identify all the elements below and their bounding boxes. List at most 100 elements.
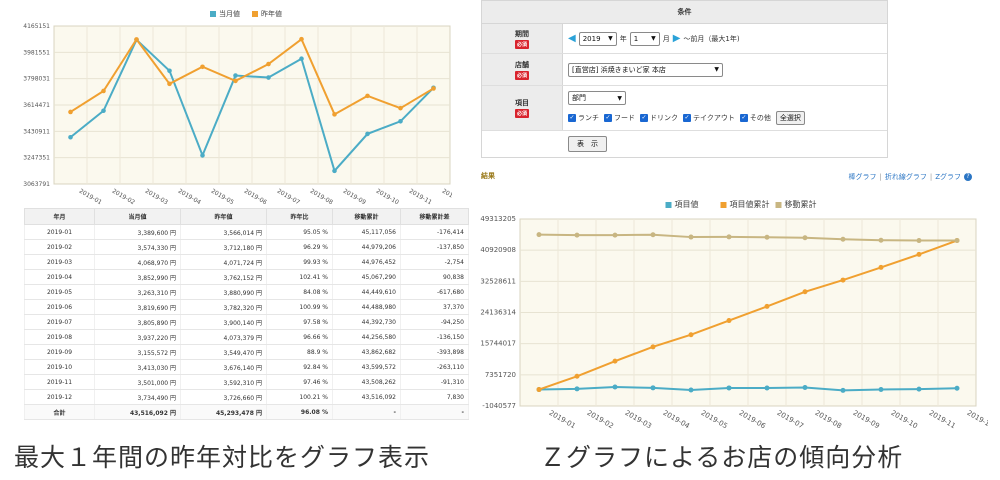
table-cell: 3,900,140 円	[180, 314, 267, 330]
table-cell: 37,370	[400, 299, 469, 315]
checkbox-label: ランチ	[578, 114, 599, 122]
data-point	[233, 78, 238, 84]
table-cell: 3,155,572 円	[94, 344, 181, 360]
legend-label: 昨年値	[261, 9, 282, 18]
data-point	[954, 385, 960, 391]
help-icon[interactable]: ?	[964, 173, 972, 181]
data-point	[574, 373, 580, 379]
period-controls: ◀ 2019 ▼ 年 1 ▼ 月 ▶ ～前月（最大1年)	[563, 24, 887, 53]
show-button[interactable]: 表 示	[568, 136, 607, 152]
z-chart: 49313205 40920908 32528611 24136314 15744017…	[480, 195, 988, 440]
y-tick-label: 40920908	[480, 246, 516, 254]
legend-label: 当月値	[219, 9, 240, 18]
data-point	[68, 109, 73, 115]
table-row: 2019-01 3,389,600 円 3,566,014 円 95.05 % 45,1…	[24, 224, 469, 240]
bar-graph-link[interactable]: 棒グラフ	[848, 173, 877, 181]
link-separator: |	[879, 173, 882, 181]
y-tick-label: 3798031	[23, 76, 50, 83]
month-select[interactable]: 1 ▼	[629, 31, 660, 46]
required-badge: 必須	[514, 109, 529, 118]
data-point	[200, 153, 205, 158]
next-arrow-icon[interactable]: ▶	[672, 32, 681, 44]
graph-type-links: 棒グラフ | 折れ線グラフ | Zグラフ ?	[848, 172, 972, 182]
data-point	[536, 387, 542, 393]
condition-form: 条件 期間 必須 ◀ 2019 ▼ 年 1 ▼ 月 ▶ ～前月（最大1年) 店舗 必…	[481, 0, 888, 158]
x-tick-label: 2019-03	[624, 409, 653, 431]
category-select[interactable]: 部門 ▼	[568, 91, 626, 105]
category-value: 部門	[572, 94, 586, 102]
x-tick-label: 2019-12	[441, 188, 452, 207]
data-point	[332, 112, 337, 117]
store-value: [直営店] 浜焼きまいど家 本店	[572, 65, 666, 74]
select-all-button[interactable]: 全選択	[775, 111, 805, 125]
table-cell: -617,680	[400, 284, 469, 300]
data-point	[134, 37, 139, 42]
table-row: 2019-08 3,937,220 円 4,073,379 円 96.66 % 44,2…	[24, 329, 469, 345]
item-row: 項目 必須 部門 ▼ ✓ ランチ ✓ フード ✓ ドリンク ✓ テイクアウト ✓ その他 全…	[482, 86, 887, 131]
store-row: 店舗 必須 [直営店] 浜焼きまいど家 本店 ▼	[482, 54, 887, 86]
prev-arrow-icon[interactable]: ◀	[568, 32, 576, 44]
checkbox-drink[interactable]: ✓ ドリンク	[640, 113, 678, 123]
line-graph-link[interactable]: 折れ線グラフ	[884, 173, 927, 181]
store-select[interactable]: [直営店] 浜焼きまいど家 本店 ▼	[568, 62, 723, 77]
x-tick-label: 2019-05	[700, 409, 729, 431]
table-cell: 3,782,320 円	[180, 299, 267, 315]
x-tick-label: 2019-08	[814, 409, 843, 431]
month-value: 1	[633, 34, 639, 43]
link-separator: |	[929, 173, 933, 181]
table-row: 2019-07 3,805,890 円 3,900,140 円 97.58 % 44,3…	[24, 314, 469, 330]
check-icon: ✓	[604, 114, 612, 122]
x-tick-label: 2019-10	[890, 409, 919, 431]
z-chart-svg: 49313205 40920908 32528611 24136314 15744017…	[480, 199, 988, 431]
item-label-text: 項目	[515, 99, 529, 107]
y-tick-label: 32528611	[480, 277, 516, 285]
year-select[interactable]: 2019 ▼	[578, 31, 617, 46]
table-cell: 3,501,000 円	[94, 374, 181, 390]
x-tick-label: 2019-07	[276, 188, 301, 207]
checkbox-group: ✓ ランチ ✓ フード ✓ ドリンク ✓ テイクアウト ✓ その他 全選択	[568, 111, 805, 125]
x-tick-label: 2019-01	[78, 188, 103, 207]
checkbox-takeout[interactable]: ✓ テイクアウト	[683, 113, 735, 123]
data-point	[726, 318, 732, 324]
table-cell: 45,067,290	[332, 269, 401, 285]
year-unit: 年	[619, 34, 627, 43]
table-cell: 44,979,206	[332, 239, 401, 255]
chevron-down-icon: ▼	[617, 94, 622, 102]
table-cell: 43,508,262	[332, 374, 401, 390]
y-tick-label: 3430911	[23, 128, 50, 135]
table-cell: 2019-06	[24, 299, 95, 315]
x-tick-label: 2019-02	[111, 188, 136, 207]
table-cell: -	[400, 404, 469, 420]
table-cell: 3,762,152 円	[180, 269, 267, 285]
table-cell: -176,414	[400, 224, 469, 240]
checkbox-lunch[interactable]: ✓ ランチ	[568, 113, 599, 123]
table-cell: -2,754	[400, 254, 469, 270]
table-cell: 99.93 %	[266, 254, 333, 270]
y-tick-label: 3247351	[23, 155, 50, 162]
table-cell: 3,549,470 円	[180, 344, 267, 360]
table-header-row: 年月 当月値 昨年値 昨年比 移動累計 移動累計差	[24, 208, 469, 225]
data-point	[398, 118, 403, 124]
table-cell: 2019-11	[24, 374, 95, 390]
store-controls: [直営店] 浜焼きまいど家 本店 ▼	[563, 54, 887, 85]
check-icon: ✓	[640, 114, 648, 122]
table-cell: 3,726,660 円	[180, 389, 267, 405]
series-line	[69, 37, 435, 116]
z-graph-link[interactable]: Zグラフ	[935, 173, 961, 181]
checkbox-food[interactable]: ✓ フード	[604, 113, 635, 123]
x-tick-label: 2019-06	[738, 409, 768, 431]
checkbox-other[interactable]: ✓ その他	[739, 113, 771, 123]
total-row: 合計 43,516,092 円 45,293,478 円 96.08 % - -	[24, 404, 469, 420]
table-cell: 3,937,220 円	[94, 329, 181, 345]
table-cell: -	[332, 404, 401, 420]
item-controls: 部門 ▼ ✓ ランチ ✓ フード ✓ ドリンク ✓ テイクアウト ✓ その他 全選択	[563, 86, 887, 130]
legend-swatch	[665, 202, 672, 208]
table-cell: -393,898	[400, 344, 469, 360]
table-cell: 4,071,724 円	[180, 254, 267, 270]
table-cell: 100.21 %	[266, 389, 333, 405]
legend-swatch	[252, 11, 258, 17]
data-point	[612, 232, 618, 238]
table-row: 2019-06 3,819,690 円 3,782,320 円 100.99 % 44,…	[24, 299, 469, 315]
x-tick-label: 2019-07	[776, 409, 805, 431]
table-cell: 45,117,056	[332, 224, 401, 240]
